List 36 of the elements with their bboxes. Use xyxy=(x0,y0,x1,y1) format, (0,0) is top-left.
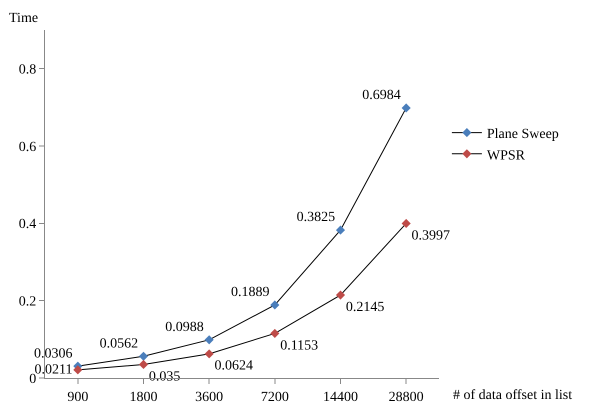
data-label: 0.0988 xyxy=(165,320,204,335)
point xyxy=(336,290,346,300)
x-tick-label: 14400 xyxy=(323,390,358,405)
legend-label: Plane Sweep xyxy=(486,127,559,142)
data-label: 0.1889 xyxy=(230,285,270,300)
data-label: 0.3825 xyxy=(296,210,336,226)
y-tick-label: 0 xyxy=(29,372,36,387)
x-tick-label: 3600 xyxy=(195,390,224,405)
point xyxy=(270,300,280,310)
data-label: 0.0562 xyxy=(100,336,138,352)
x-tick-label: 7200 xyxy=(260,390,289,405)
data-label: 0.2145 xyxy=(346,300,384,315)
point xyxy=(138,360,148,370)
x-tick-label: 1800 xyxy=(130,390,158,405)
y-axis-title: Time xyxy=(9,11,38,26)
legend-label: WPSR xyxy=(486,148,526,164)
data-label: 0.3997 xyxy=(412,228,450,244)
data-label: 0.0624 xyxy=(214,358,254,374)
data-label: 0.1153 xyxy=(280,338,318,354)
y-tick-label: 0.6 xyxy=(18,140,36,155)
point xyxy=(204,349,214,358)
x-tick-label: 28800 xyxy=(388,390,424,405)
point xyxy=(138,352,148,361)
point xyxy=(402,103,411,112)
x-tick-label: 900 xyxy=(67,390,88,405)
point xyxy=(73,365,82,374)
point xyxy=(402,218,411,228)
point xyxy=(270,328,280,338)
data-label: 0.0306 xyxy=(34,346,72,362)
y-tick-label: 0.8 xyxy=(18,62,36,78)
point xyxy=(204,335,214,344)
y-tick-label: 0.2 xyxy=(18,294,36,310)
data-label: 0.6984 xyxy=(362,88,401,104)
y-tick-label: 0.4 xyxy=(18,217,36,232)
x-axis-title: # of data offset in list xyxy=(453,388,572,403)
point xyxy=(336,226,346,235)
